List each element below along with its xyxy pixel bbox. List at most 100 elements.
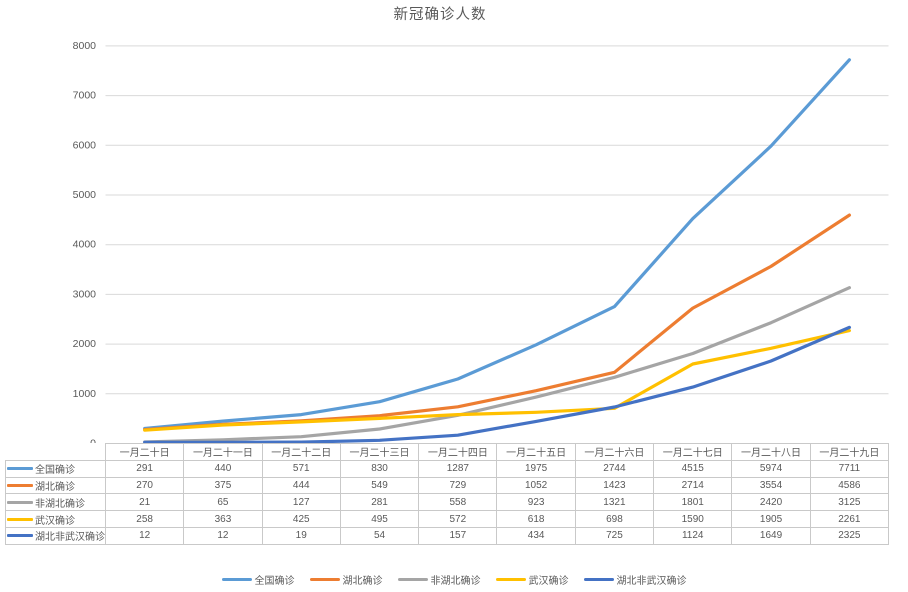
value-cell: 54: [339, 526, 420, 545]
y-axis-tick-label: 2000: [73, 338, 97, 350]
legend-item-1[interactable]: 湖北确诊: [309, 572, 383, 587]
series-name: 武汉确诊: [35, 515, 75, 527]
table-header-row: 一月二十日 一月二十一日 一月二十二日 一月二十三日 一月二十四日 一月二十五日 一月二十六…: [5, 443, 890, 461]
row-label-cell: 湖北非武汉确诊: [5, 526, 106, 545]
date-header-cell: 一月二十六日: [574, 443, 655, 461]
y-axis-tick-label: 1000: [73, 388, 97, 400]
value-cell: 2261: [809, 510, 890, 528]
value-cell: 572: [418, 510, 498, 528]
legend: 全国确诊 湖北确诊 非湖北确诊 武汉确诊 湖北非武汉确诊: [0, 572, 908, 587]
series-swatch-icon: [7, 517, 33, 521]
row-label-cell: 武汉确诊: [5, 510, 106, 528]
table-corner-cell: [5, 443, 106, 461]
series-line-2[interactable]: [143, 286, 852, 444]
value-cell: 1124: [653, 526, 733, 545]
value-cell: 618: [496, 510, 576, 528]
legend-key-icon: [221, 578, 252, 581]
date-header-cell: 一月二十九日: [809, 443, 890, 461]
value-cell: 1905: [731, 510, 811, 528]
value-cell: 440: [183, 459, 263, 478]
y-axis-tick-label: 9000: [73, 0, 97, 2]
date-header-cell: 一月二十三日: [339, 443, 420, 461]
y-axis-tick-label: 8000: [73, 40, 97, 52]
value-cell: 1321: [574, 493, 655, 512]
series-swatch-icon: [7, 500, 33, 504]
value-cell: 434: [496, 526, 576, 545]
series-line-1[interactable]: [143, 213, 852, 432]
legend-label: 湖北非武汉确诊: [616, 576, 687, 587]
value-cell: 281: [339, 493, 420, 512]
row-label-cell: 全国确诊: [5, 459, 106, 478]
legend-item-4[interactable]: 湖北非武汉确诊: [583, 572, 687, 587]
series-name: 湖北非武汉确诊: [35, 532, 105, 544]
value-cell: 549: [339, 476, 420, 495]
table-row: 湖北确诊 270 375 444 549 729 1052 1423 2714 3554 4586: [5, 476, 890, 495]
table-row: 全国确诊 291 440 571 830 1287 1975 2744 4515 5974 7711: [5, 459, 890, 478]
series-line-3[interactable]: [143, 329, 852, 432]
legend-item-3[interactable]: 武汉确诊: [495, 572, 569, 587]
value-cell: 444: [261, 476, 341, 495]
value-cell: 5974: [731, 459, 811, 478]
series-swatch-icon: [7, 483, 33, 487]
value-cell: 7711: [809, 459, 890, 478]
legend-key-icon: [309, 578, 340, 581]
value-cell: 1590: [653, 510, 733, 528]
value-cell: 1975: [496, 459, 576, 478]
row-label-cell: 非湖北确诊: [5, 493, 106, 512]
value-cell: 1423: [574, 476, 655, 495]
value-cell: 3125: [809, 493, 890, 512]
value-cell: 363: [183, 510, 263, 528]
value-cell: 571: [261, 459, 341, 478]
value-cell: 291: [104, 459, 185, 478]
row-label-cell: 湖北确诊: [5, 476, 106, 495]
date-header-cell: 一月二十七日: [653, 443, 733, 461]
value-cell: 1801: [653, 493, 733, 512]
legend-key-icon: [397, 578, 428, 581]
series-line-4[interactable]: [143, 325, 852, 444]
chart-title[interactable]: 新冠确诊人数: [393, 7, 487, 23]
value-cell: 4586: [809, 476, 890, 495]
series-name: 非湖北确诊: [35, 498, 85, 510]
value-cell: 2744: [574, 459, 655, 478]
value-cell: 725: [574, 526, 655, 545]
legend-item-0[interactable]: 全国确诊: [221, 572, 295, 587]
series-name: 湖北确诊: [35, 481, 75, 493]
value-cell: 3554: [731, 476, 811, 495]
value-cell: 495: [339, 510, 420, 528]
value-cell: 4515: [653, 459, 733, 478]
table-row: 非湖北确诊 21 65 127 281 558 923 1321 1801 2420 3125: [5, 493, 890, 512]
legend-key-icon: [495, 578, 526, 581]
value-cell: 1052: [496, 476, 576, 495]
legend-label: 武汉确诊: [528, 576, 569, 587]
value-cell: 270: [104, 476, 185, 495]
date-header-cell: 一月二十日: [104, 443, 185, 461]
value-cell: 12: [104, 526, 185, 545]
legend-item-2[interactable]: 非湖北确诊: [397, 572, 481, 587]
value-cell: 12: [183, 526, 263, 545]
value-cell: 1287: [418, 459, 498, 478]
legend-label: 湖北确诊: [342, 576, 383, 587]
y-axis-tick-label: 7000: [73, 90, 97, 102]
y-axis-tick-label: 4000: [73, 239, 97, 251]
value-cell: 1649: [731, 526, 811, 545]
value-cell: 258: [104, 510, 185, 528]
data-table: 一月二十日 一月二十一日 一月二十二日 一月二十三日 一月二十四日 一月二十五日 一月二十六…: [5, 443, 890, 545]
value-cell: 729: [418, 476, 498, 495]
series-line-0[interactable]: [143, 58, 852, 431]
series-swatch-icon: [7, 467, 33, 471]
series-name: 全国确诊: [35, 465, 75, 477]
legend-label: 全国确诊: [254, 576, 295, 587]
y-axis-tick-label: 6000: [73, 139, 97, 151]
value-cell: 425: [261, 510, 341, 528]
value-cell: 2420: [731, 493, 811, 512]
date-header-cell: 一月二十一日: [183, 443, 263, 461]
value-cell: 2325: [809, 526, 890, 545]
value-cell: 2714: [653, 476, 733, 495]
y-axis-tick-label: 0: [90, 438, 96, 445]
legend-key-icon: [583, 578, 614, 581]
value-cell: 375: [183, 476, 263, 495]
date-header-cell: 一月二十五日: [496, 443, 576, 461]
table-row: 武汉确诊 258 363 425 495 572 618 698 1590 1905 2261: [5, 510, 890, 528]
value-cell: 19: [261, 526, 341, 545]
